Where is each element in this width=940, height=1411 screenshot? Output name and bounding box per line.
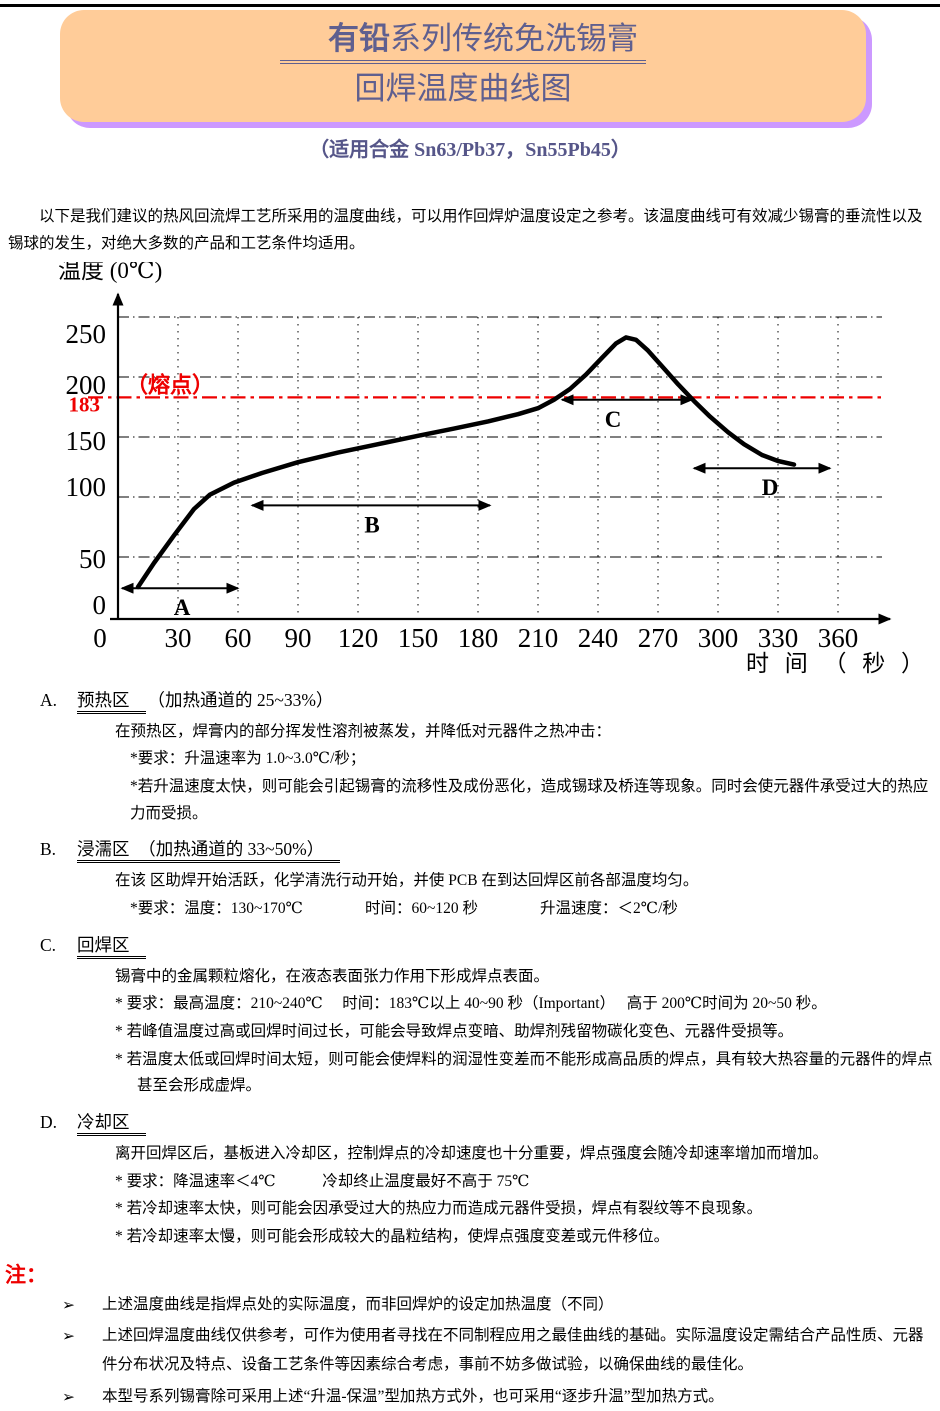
section-intro: 在该 区助焊开始活跃，化学清洗行动开始，并使 PCB 在到达回焊区前各部温度均匀…	[115, 872, 699, 890]
note-text: 上述温度曲线是指焊点处的实际温度，而非回焊炉的设定加热温度（不同）	[102, 1295, 614, 1313]
svg-text:360: 360	[818, 623, 859, 653]
note-text: 本型号系列锡膏除可采用上述“升温-保温”型加热方式外，也可采用“逐步升温”型加热…	[102, 1387, 724, 1405]
section-heading: D. 冷却区	[40, 1109, 940, 1136]
svg-text:90: 90	[285, 623, 312, 653]
svg-text:150: 150	[66, 426, 107, 456]
section-intro: 离开回焊区后，基板进入冷却区，控制焊点的冷却速度也十分重要，焊点强度会随冷却速率…	[115, 1144, 829, 1162]
title-line-2: 回焊温度曲线图	[354, 71, 572, 107]
section-bullet: * 若冷却速率太慢，则可能会形成较大的晶粒结构，使焊点强度变差或元件移位。	[115, 1227, 670, 1245]
section-bullet: *若升温速度太快，则可能会引起锡膏的流移性及成份恶化，造成锡球及桥连等现象。同时…	[130, 778, 929, 822]
title-underline: 有铅系列传统免洗锡膏	[280, 19, 646, 65]
reflow-temperature-chart: A B C D 0 50 100 150 200 250 0 30 60 90 120 150 180 210 24…	[0, 262, 940, 678]
page-top-rule	[0, 4, 940, 7]
reflow-profile-datasheet: { "page": { "top_title": { "bold": "有铅",…	[0, 4, 940, 1406]
svg-text:C: C	[605, 407, 622, 432]
note-text: 上述回焊温度曲线仅供参考，可作为使用者寻找在不同制程应用之最佳曲线的基础。实际温…	[102, 1327, 924, 1374]
section-preheat: A. 预热区 （加热通道的 25~33%） 在预热区，焊膏内的部分挥发性溶剂被蒸发，…	[0, 687, 940, 828]
note-item: ➢ 上述回焊温度曲线仅供参考，可作为使用者寻找在不同制程应用之最佳曲线的基础。实…	[0, 1322, 940, 1379]
section-heading: B. 浸濡区 （加热通道的 33~50%）	[40, 836, 940, 864]
svg-text:330: 330	[758, 623, 799, 653]
section-letter: B.	[40, 839, 57, 860]
note-item: ➢ 本型号系列锡膏除可采用上述“升温-保温”型加热方式外，也可采用“逐步升温”型…	[0, 1383, 940, 1411]
title-banner: 有铅系列传统免洗锡膏 回焊温度曲线图	[60, 10, 866, 122]
note-item: ➢ 上述温度曲线是指焊点处的实际温度，而非回焊炉的设定加热温度（不同）	[0, 1291, 940, 1320]
section-title: 预热区	[77, 689, 146, 714]
title-bold-part: 有铅	[328, 21, 390, 56]
section-bullet: * 若冷却速率太快，则可能会因承受过大的热应力而造成元器件受损，焊点有裂纹等不良…	[115, 1200, 763, 1218]
svg-text:120: 120	[338, 623, 379, 653]
section-title-suffix: （加热通道的 25~33%）	[147, 689, 334, 710]
section-heading: A. 预热区 （加热通道的 25~33%）	[40, 687, 940, 714]
svg-text:60: 60	[225, 623, 252, 653]
svg-text:时 间 （ 秒 ）: 时 间 （ 秒 ）	[746, 651, 929, 676]
section-bullet: * 要求：降温速率＜4℃ 冷却终止温度最好不高于 75℃	[115, 1172, 530, 1190]
svg-text:（熔点）: （熔点）	[126, 372, 214, 397]
svg-text:200: 200	[66, 370, 107, 400]
svg-text:250: 250	[66, 319, 107, 349]
title-rest-part: 系列传统免洗锡膏	[390, 21, 638, 56]
svg-text:50: 50	[79, 544, 106, 574]
section-intro: 在预热区，焊膏内的部分挥发性溶剂被蒸发，并降低对元器件之热冲击：	[115, 722, 612, 740]
section-bullet: * 要求：最高温度：210~240℃ 时间：183℃以上 40~90 秒（Imp…	[115, 995, 827, 1013]
alloy-subtitle: （适用合金 Sn63/Pb37，Sn55Pb45）	[309, 138, 631, 161]
section-title: 冷却区	[77, 1111, 146, 1136]
section-reflow: C. 回焊区 锡膏中的金属颗粒熔化，在液态表面张力作用下形成焊点表面。 * 要求：…	[0, 932, 940, 1100]
svg-text:A: A	[174, 595, 191, 620]
notes-label: 注：	[5, 1262, 47, 1287]
section-bullet: *要求：升温速率为 1.0~3.0℃/秒；	[130, 750, 366, 768]
section-title: 浸濡区 （加热通道的 33~50%）	[77, 839, 341, 864]
svg-text:150: 150	[398, 623, 439, 653]
arrow-bullet-icon: ➢	[62, 1295, 75, 1314]
svg-text:D: D	[762, 475, 779, 500]
intro-paragraph: 以下是我们建议的热风回流焊工艺所采用的温度曲线，可以用作回焊炉温度设定之参考。该…	[8, 207, 923, 253]
svg-text:30: 30	[165, 623, 192, 653]
section-bullet: *要求：温度：130~170℃ 时间：60~120 秒 升温速度：＜2℃/秒	[130, 900, 678, 918]
arrow-bullet-icon: ➢	[62, 1387, 75, 1406]
section-letter: A.	[40, 689, 58, 710]
section-cooling: D. 冷却区 离开回焊区后，基板进入冷却区，控制焊点的冷却速度也十分重要，焊点强度…	[0, 1109, 940, 1251]
notes-block: 注： ➢ 上述温度曲线是指焊点处的实际温度，而非回焊炉的设定加热温度（不同） ➢…	[0, 1263, 940, 1411]
section-soak: B. 浸濡区 （加热通道的 33~50%） 在该 区助焊开始活跃，化学清洗行动开始…	[0, 836, 940, 922]
section-letter: D.	[40, 1111, 58, 1132]
svg-text:270: 270	[638, 623, 679, 653]
title-line-1: 有铅系列传统免洗锡膏	[60, 19, 866, 65]
svg-text:温度 (0℃): 温度 (0℃)	[58, 262, 162, 283]
section-intro: 锡膏中的金属颗粒熔化，在液态表面张力作用下形成焊点表面。	[115, 967, 550, 985]
arrow-bullet-icon: ➢	[62, 1327, 75, 1346]
section-bullet: * 若峰值温度过高或回焊时间过长，可能会导致焊点变暗、助焊剂残留物碳化变色、元器…	[115, 1023, 794, 1040]
svg-text:0: 0	[93, 590, 107, 620]
svg-text:183: 183	[69, 392, 101, 416]
section-bullet: * 若温度太低或回焊时间太短，则可能会使焊料的润湿性变差而不能形成高品质的焊点，…	[115, 1050, 933, 1095]
svg-text:0: 0	[93, 623, 107, 653]
temperature-curve-svg: A B C D 0 50 100 150 200 250 0 30 60 90 120 150 180 210 24…	[58, 262, 929, 676]
svg-text:240: 240	[578, 623, 619, 653]
section-title: 回焊区	[77, 934, 146, 959]
section-letter: C.	[40, 934, 57, 955]
section-heading: C. 回焊区	[40, 932, 940, 959]
svg-text:180: 180	[458, 623, 499, 653]
svg-text:210: 210	[518, 623, 559, 653]
svg-text:100: 100	[66, 472, 107, 502]
svg-text:B: B	[364, 512, 379, 537]
svg-text:300: 300	[698, 623, 739, 653]
